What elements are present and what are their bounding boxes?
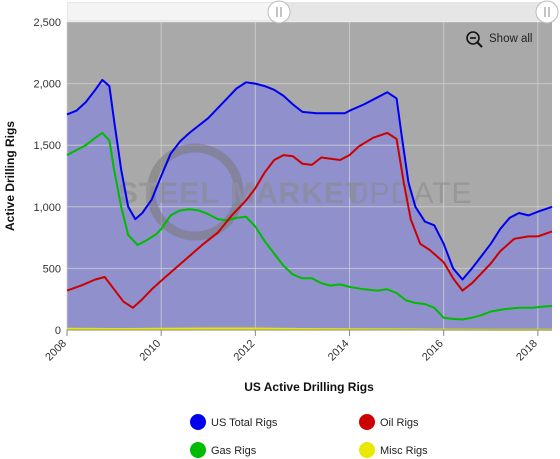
legend-marker-us-total-rigs: [190, 414, 206, 430]
y-tick-label-2-500: 2,500: [33, 17, 61, 29]
legend-item-oil-rigs[interactable]: Oil Rigs: [359, 414, 419, 430]
x-tick-label-2010: 2010: [137, 338, 163, 364]
navigator-handle-right[interactable]: [535, 0, 559, 24]
legend-label-gas-rigs: Gas Rigs: [211, 445, 257, 457]
legend: US Total Rigs Oil Rigs Gas Rigs Misc Rigs: [190, 414, 428, 458]
x-tick-label-2014: 2014: [326, 338, 352, 364]
legend-label-us-total-rigs: US Total Rigs: [211, 417, 278, 429]
legend-marker-oil-rigs: [359, 414, 375, 430]
series-line-oil-rigs[interactable]: [66, 131, 553, 309]
watermark-logo: STEEL MARKET UPDATE: [118, 143, 472, 241]
series-line-us-total-rigs[interactable]: [66, 78, 553, 281]
y-tick-label-1-500: 1,500: [33, 140, 61, 152]
x-tick-label-2012: 2012: [232, 338, 258, 364]
series-line-gas-rigs[interactable]: [66, 131, 553, 321]
x-tick-label-2018: 2018: [514, 338, 540, 364]
y-axis-title: Active Drilling Rigs: [3, 121, 17, 231]
watermark-ring: [146, 143, 244, 241]
show-all-label: Show all: [489, 33, 532, 45]
y-tick-label-500: 500: [43, 263, 61, 275]
y-tick-label-2-000: 2,000: [33, 79, 61, 91]
legend-item-us-total-rigs[interactable]: US Total Rigs: [190, 414, 278, 430]
legend-label-misc-rigs: Misc Rigs: [380, 445, 428, 457]
area-layer: [67, 79, 552, 331]
legend-marker-misc-rigs: [359, 442, 375, 458]
navigator-handle-left[interactable]: [267, 0, 291, 24]
watermark-word-update: UPDATE: [347, 177, 472, 210]
show-all-button[interactable]: Show all: [466, 31, 532, 48]
y-tick-label-1-000: 1,000: [33, 202, 61, 214]
watermark-word-steel: STEEL: [118, 177, 220, 210]
x-axis-title: US Active Drilling Rigs: [244, 380, 374, 394]
total-rigs-area: [67, 79, 552, 331]
y-tick-label-0: 0: [55, 325, 61, 337]
x-tick-label-2008: 2008: [43, 338, 69, 364]
legend-item-misc-rigs[interactable]: Misc Rigs: [359, 442, 428, 458]
legend-item-gas-rigs[interactable]: Gas Rigs: [190, 442, 257, 458]
legend-label-oil-rigs: Oil Rigs: [380, 417, 419, 429]
legend-marker-gas-rigs: [190, 442, 206, 458]
zoom-out-icon: [466, 31, 480, 45]
x-tick-label-2016: 2016: [420, 338, 446, 364]
navigator-range[interactable]: [68, 3, 278, 20]
